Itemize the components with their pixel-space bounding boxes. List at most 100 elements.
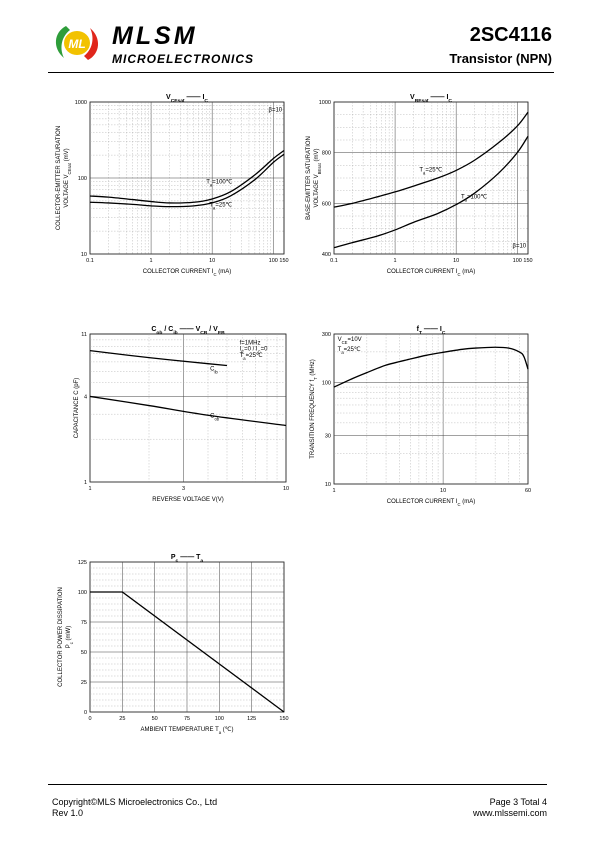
annotation: Ta=100℃ <box>206 179 233 187</box>
subscript: E <box>241 349 244 354</box>
x-axis-label: REVERSE VOLTAGE V(V) <box>152 497 223 503</box>
text-span: V <box>338 337 342 343</box>
annotation: Ta=100℃ <box>461 194 488 202</box>
x-tick-label: 10 <box>440 488 446 494</box>
y-tick-label: 25 <box>81 680 87 686</box>
text-span: (mV) <box>314 149 320 164</box>
text-span: T <box>419 168 423 174</box>
text-span: =0 <box>261 347 269 353</box>
text-span: COLLECTOR POWER DISSIPATION <box>58 587 64 687</box>
subscript: T <box>419 330 422 336</box>
x-tick-label: 10 <box>209 258 215 264</box>
x-tick-label: 0.1 <box>86 258 94 264</box>
text-span: β=10 <box>269 107 283 113</box>
x-tick-label: 1 <box>88 486 91 492</box>
subscript: c <box>176 559 179 564</box>
text-span: =25℃ <box>425 168 442 174</box>
series-line-0 <box>333 346 529 388</box>
text-span: (mW) <box>66 626 72 642</box>
x-axis-label: AMBIENT TEMPERATURE Ta (℃) <box>141 727 234 735</box>
y-tick-label: 300 <box>322 332 331 338</box>
y-axis-label-line1: BASE-EMITTER SATURATION <box>306 136 312 220</box>
text-span: V <box>166 94 171 101</box>
subscript: c <box>69 642 74 644</box>
y-tick-label: 125 <box>78 560 87 566</box>
annotation: f=1MHz <box>240 340 261 346</box>
x-tick-label: 125 <box>247 716 256 722</box>
plot-frame <box>333 333 529 485</box>
chart-title: VCEsat —— IC <box>166 94 208 104</box>
subscript: a <box>219 730 222 735</box>
text-span: =100℃ <box>212 179 233 185</box>
text-span: CAPACITANCE C <box>74 390 80 438</box>
text-span: (mA) <box>217 269 232 275</box>
text-span: / <box>162 326 168 333</box>
logo-icon: ML <box>55 26 99 60</box>
text-span: (mA) <box>461 269 476 275</box>
x-tick-label: 10 <box>453 258 459 264</box>
y-axis-label-line1: COLLECTOR-EMITTER SATURATION <box>56 126 62 230</box>
text-span: f <box>417 326 420 333</box>
x-axis-label: COLLECTOR CURRENT IC (mA) <box>143 269 232 277</box>
x-tick-label: 150 <box>279 258 288 264</box>
subscript: a <box>465 197 468 202</box>
text-span: I <box>240 347 242 353</box>
text-span: P <box>171 554 176 561</box>
text-span: AMBIENT TEMPERATURE T <box>141 727 220 733</box>
x-tick-label: 150 <box>279 716 288 722</box>
text-span: COLLECTOR CURRENT I <box>143 269 214 275</box>
y-tick-label: 50 <box>81 650 87 656</box>
text-span: COLLECTOR CURRENT I <box>387 499 458 505</box>
subscript: ib <box>214 369 218 374</box>
y-tick-label: 75 <box>81 620 87 626</box>
x-axis-label: COLLECTOR CURRENT IC (mA) <box>387 499 476 507</box>
y-axis-label-line2: Pc (mW) <box>66 626 74 648</box>
subscript: C <box>442 330 446 336</box>
y-axis-label-line1: COLLECTOR POWER DISSIPATION <box>58 587 64 687</box>
text-span: —— <box>178 554 196 561</box>
y-tick-label: 100 <box>78 176 87 182</box>
text-span: (pF) <box>74 378 80 391</box>
text-span: =25℃ <box>246 353 263 359</box>
subscript: CB <box>200 330 208 336</box>
text-span: V <box>213 326 218 333</box>
text-span: / <box>207 326 213 333</box>
text-span: COLLECTOR-EMITTER SATURATION <box>56 126 62 230</box>
annotation: VCE=10V <box>338 337 362 345</box>
series-line-1 <box>89 395 287 427</box>
y-tick-label: 10 <box>325 482 331 488</box>
text-span: TRANSITION FREQUENCY f <box>310 380 316 459</box>
text-span: T <box>338 347 342 353</box>
y-tick-label: 400 <box>322 252 331 258</box>
part-number: 2SC4116 <box>469 24 552 46</box>
brand-subtitle: MICROELECTRONICS <box>112 52 254 66</box>
x-axis-label: COLLECTOR CURRENT IC (mA) <box>387 269 476 277</box>
subscript: C <box>214 272 217 277</box>
text-span: C <box>168 326 173 333</box>
x-tick-label: 100 <box>215 716 224 722</box>
text-span: I <box>202 94 204 101</box>
subscript: CE <box>342 340 348 345</box>
text-span: P <box>66 644 72 648</box>
annotation: Ta=25℃ <box>209 203 232 211</box>
website-link[interactable]: www.mlssemi.com <box>472 808 547 818</box>
text-span: =0 / I <box>244 347 258 353</box>
text-span: =25℃ <box>215 203 232 209</box>
text-span: VOLTAGE V <box>64 174 70 207</box>
annotation: β=10 <box>513 244 527 250</box>
x-tick-label: 25 <box>119 716 125 722</box>
series-line-0 <box>90 591 285 713</box>
series-line-1 <box>333 135 529 249</box>
text-span: (mA) <box>461 499 476 505</box>
x-tick-label: 0 <box>88 716 91 722</box>
text-span: T <box>196 554 201 561</box>
x-tick-label: 150 <box>523 258 532 264</box>
chart-title: Pc —— Ta <box>171 554 204 564</box>
text-span: =10V <box>347 337 361 343</box>
text-span: COLLECTOR CURRENT I <box>387 269 458 275</box>
y-tick-label: 100 <box>322 380 331 386</box>
subscript: T <box>313 377 318 380</box>
vcesat-chart: 0.1 1 10 100 150101001000β=10Ta=100℃Ta=25℃VC… <box>56 94 289 277</box>
y-tick-label: 100 <box>78 590 87 596</box>
y-axis-label-line2: VOLTAGE VBEsat (mV) <box>314 149 322 208</box>
